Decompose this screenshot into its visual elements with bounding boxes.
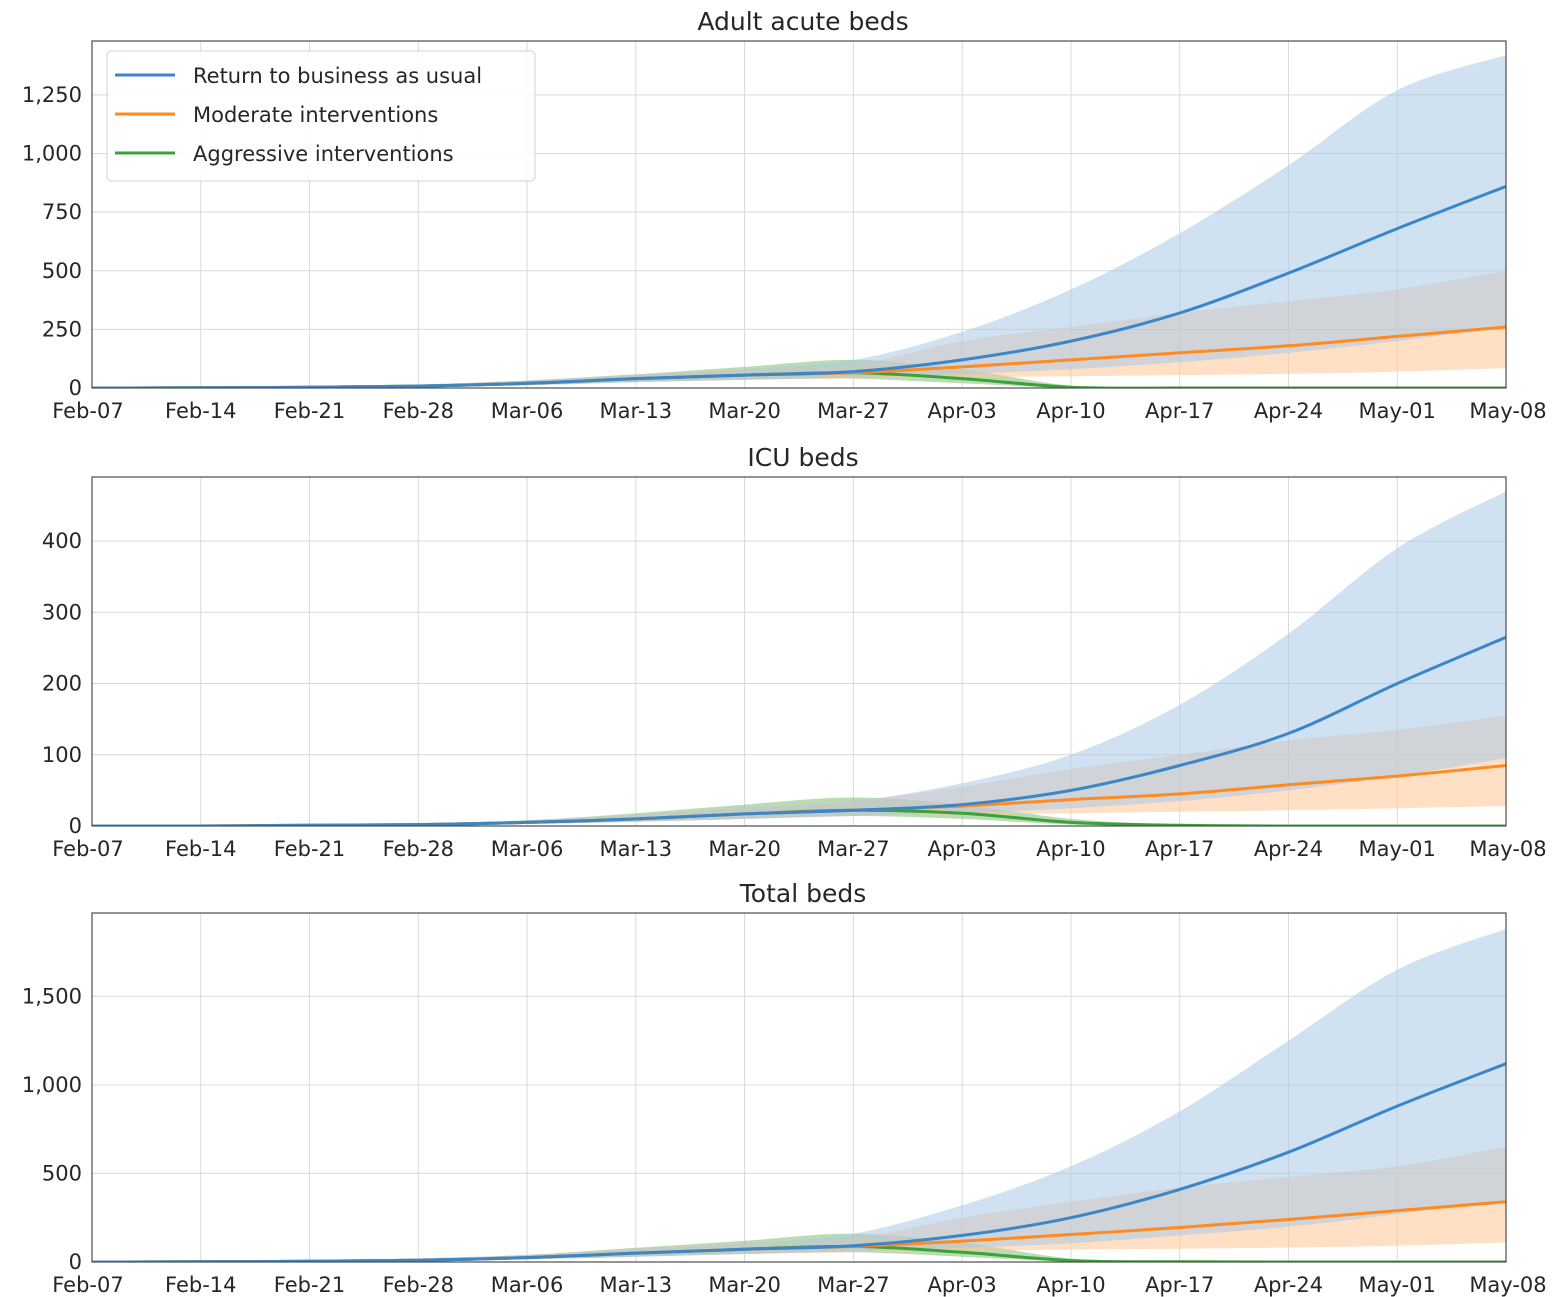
series-line-1 — [92, 635, 1506, 826]
chart-panel-3: Total beds 0 500 1,000 1,500 Feb-07 Feb-14 Feb-… — [22, 879, 1547, 1297]
axes-frame — [91, 40, 1507, 389]
x-tick-label: Feb-07 — [52, 837, 123, 861]
y-tick-label: 750 — [42, 200, 82, 224]
y-tick-label: 250 — [42, 317, 82, 341]
x-tick-label: Feb-28 — [383, 837, 454, 861]
x-tick-label: May-01 — [1359, 1273, 1436, 1297]
legend-label-3: Aggressive interventions — [193, 142, 454, 166]
x-tick-label: Apr-10 — [1036, 837, 1105, 861]
legend-label-2: Moderate interventions — [193, 103, 438, 127]
legend: Return to business as usual Moderate inte… — [106, 50, 536, 182]
chart-title: ICU beds — [747, 443, 858, 472]
y-tick-label: 1,500 — [22, 984, 82, 1008]
y-tick-label: 500 — [42, 259, 82, 283]
y-tick-label: 0 — [69, 376, 82, 400]
x-tick-label: Apr-03 — [928, 837, 997, 861]
chart-title: Adult acute beds — [697, 7, 908, 36]
x-tick-label: Mar-27 — [817, 1273, 890, 1297]
x-tick-label: Mar-13 — [600, 837, 673, 861]
y-tick-label: 1,250 — [22, 83, 82, 107]
x-tick-label: Feb-14 — [165, 399, 236, 423]
y-tick-label: 0 — [69, 814, 82, 838]
x-tick-label: Feb-21 — [274, 1273, 345, 1297]
x-tick-label: May-01 — [1359, 399, 1436, 423]
x-tick-label: May-08 — [1469, 1273, 1546, 1297]
x-tick-label: Apr-24 — [1254, 1273, 1323, 1297]
x-tick-label: Mar-13 — [600, 1273, 673, 1297]
x-tick-label: Feb-28 — [383, 399, 454, 423]
x-tick-label: May-01 — [1359, 837, 1436, 861]
legend-label-1: Return to business as usual — [193, 64, 482, 88]
x-tick-label: May-08 — [1469, 837, 1546, 861]
x-tick-label: Mar-06 — [491, 837, 564, 861]
plot-area — [92, 55, 1506, 388]
x-tick-label: Apr-17 — [1145, 1273, 1214, 1297]
series-line-1 — [92, 184, 1506, 388]
x-tick-label: Feb-14 — [165, 837, 236, 861]
y-tick-label: 100 — [42, 743, 82, 767]
chart-panel-2: ICU beds 0 100 200 300 400 Feb-07 Feb-14 Feb-21 F… — [42, 443, 1547, 861]
x-tick-label: Feb-07 — [52, 1273, 123, 1297]
axes-frame — [91, 476, 1507, 827]
x-tick-label: Apr-10 — [1036, 1273, 1105, 1297]
axes-frame — [91, 912, 1507, 1263]
x-tick-label: May-08 — [1469, 399, 1546, 423]
series-line-1 — [92, 1062, 1506, 1262]
x-tick-label: Feb-14 — [165, 1273, 236, 1297]
x-tick-label: Feb-07 — [52, 399, 123, 423]
x-tick-label: Apr-24 — [1254, 837, 1323, 861]
y-tick-label: 300 — [42, 600, 82, 624]
x-tick-label: Apr-03 — [928, 1273, 997, 1297]
x-tick-label: Mar-27 — [817, 837, 890, 861]
y-tick-label: 1,000 — [22, 1073, 82, 1097]
x-tick-label: Mar-06 — [491, 399, 564, 423]
confidence-band-series-1 — [92, 491, 1506, 826]
x-tick-label: Mar-20 — [708, 1273, 781, 1297]
y-tick-label: 1,000 — [22, 142, 82, 166]
x-tick-label: Mar-13 — [600, 399, 673, 423]
x-tick-label: Apr-03 — [928, 399, 997, 423]
chart-title: Total beds — [739, 879, 866, 908]
x-tick-label: Mar-27 — [817, 399, 890, 423]
x-tick-label: Feb-28 — [383, 1273, 454, 1297]
y-tick-label: 500 — [42, 1161, 82, 1185]
legend-box — [106, 50, 536, 182]
x-tick-label: Mar-20 — [708, 837, 781, 861]
y-tick-label: 400 — [42, 529, 82, 553]
x-tick-label: Feb-21 — [274, 399, 345, 423]
plot-area — [92, 928, 1506, 1262]
confidence-band-series-1 — [92, 55, 1506, 388]
y-tick-label: 0 — [69, 1250, 82, 1274]
x-tick-label: Apr-24 — [1254, 399, 1323, 423]
x-tick-label: Apr-10 — [1036, 399, 1105, 423]
x-tick-label: Apr-17 — [1145, 837, 1214, 861]
x-tick-label: Mar-20 — [708, 399, 781, 423]
x-tick-label: Mar-06 — [491, 1273, 564, 1297]
y-tick-label: 200 — [42, 672, 82, 696]
x-tick-label: Apr-17 — [1145, 399, 1214, 423]
confidence-band-series-1 — [92, 928, 1506, 1262]
chart-panel-1: Adult acute beds 0 250 500 750 1,000 1,250 Feb-… — [22, 7, 1547, 423]
x-tick-label: Feb-21 — [274, 837, 345, 861]
